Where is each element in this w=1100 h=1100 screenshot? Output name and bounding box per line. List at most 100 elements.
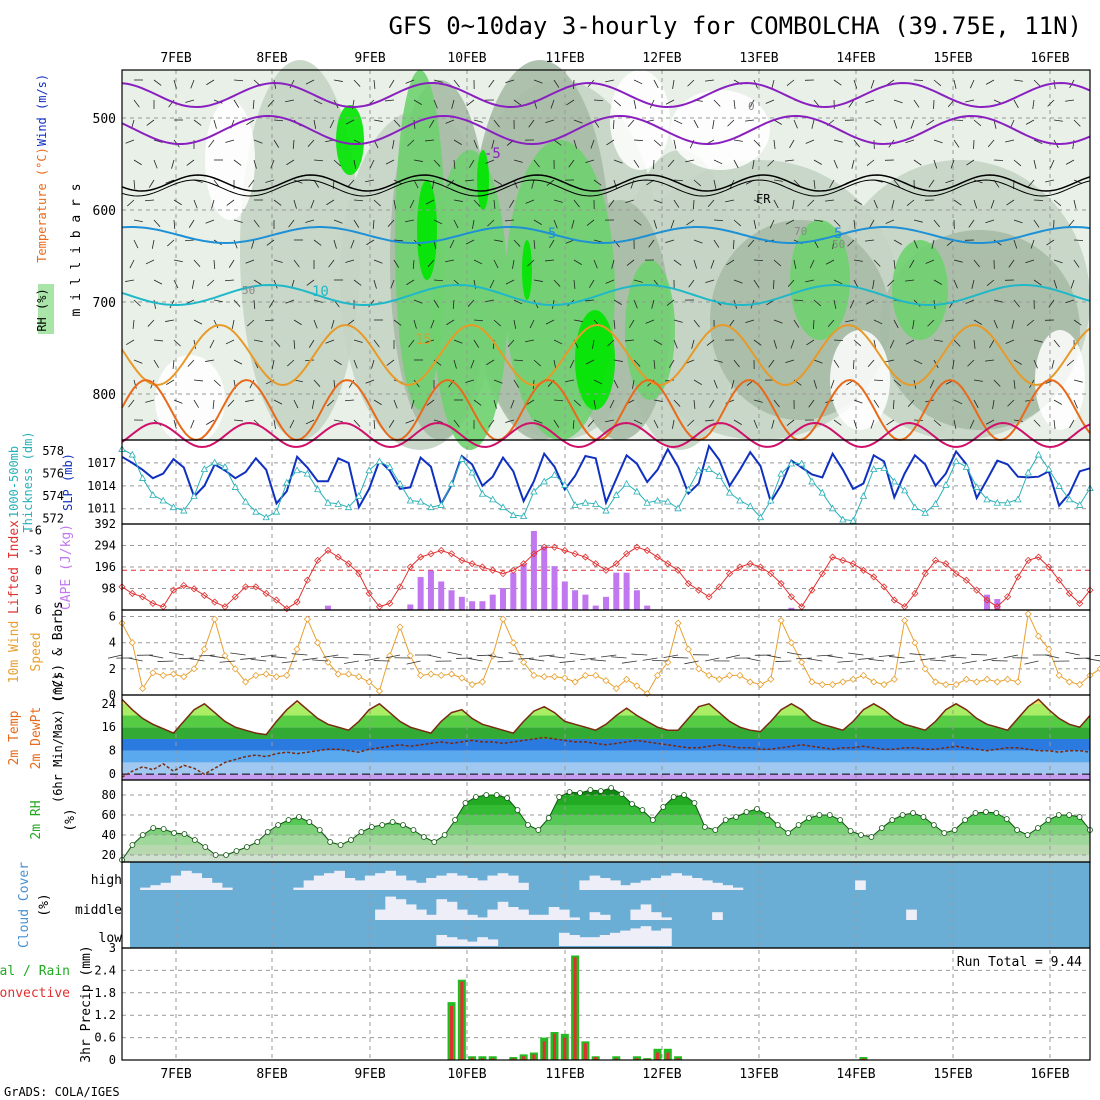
- cape-bar: [407, 604, 414, 610]
- ylabel-temp: Temperature (°C): [35, 147, 49, 263]
- thickness-point: [643, 498, 651, 506]
- wind-barb: [332, 656, 349, 659]
- wind-barb: [889, 656, 905, 659]
- upper-wind-barb: [533, 279, 543, 282]
- lifted-index-point: [746, 560, 754, 568]
- upper-wind-barb: [425, 199, 435, 205]
- thickness-point: [571, 501, 579, 508]
- thickness-point: [818, 488, 826, 496]
- upper-wind-barb: [146, 119, 155, 126]
- upper-wind-barb: [633, 99, 637, 109]
- upper-wind-barb: [593, 239, 603, 243]
- wind-speed-point: [581, 671, 589, 679]
- upper-wind-barb: [173, 219, 176, 230]
- wind-barb: [323, 654, 339, 658]
- wind-barb: [827, 655, 843, 659]
- rh-point: [139, 832, 146, 838]
- upper-wind-barb: [1013, 379, 1016, 389]
- upper-wind-barb: [753, 399, 763, 403]
- upper-wind-barb: [953, 279, 958, 289]
- upper-wind-barb: [406, 279, 415, 286]
- upper-wind-barb: [525, 199, 535, 204]
- wind-barb: [488, 655, 504, 659]
- cape-bar: [427, 570, 434, 610]
- lifted-index-point: [314, 556, 322, 564]
- wind-speed-point: [509, 639, 517, 647]
- lifted-index-point: [468, 560, 476, 568]
- rh-point: [837, 817, 844, 823]
- upper-wind-barb: [693, 239, 703, 244]
- contour-label: 50: [242, 284, 255, 297]
- thickness-point: [1065, 495, 1074, 503]
- upper-wind-barb: [373, 399, 382, 406]
- upper-wind-barb: [513, 179, 518, 189]
- upper-wind-barb: [513, 299, 523, 305]
- upper-wind-barb: [433, 299, 440, 308]
- lifted-index-point: [540, 543, 548, 551]
- wind-barb: [518, 657, 534, 660]
- upper-wind-barb: [153, 279, 163, 285]
- upper-wind-barb: [313, 179, 320, 188]
- rh-point: [754, 806, 760, 812]
- upper-wind-barb: [184, 239, 195, 242]
- wind-speed-point: [798, 658, 806, 666]
- lifted-index-point: [962, 576, 970, 584]
- upper-wind-barb: [433, 99, 438, 109]
- upper-wind-barb: [153, 79, 162, 86]
- upper-wind-barb: [566, 99, 575, 106]
- lifted-index-point: [283, 605, 291, 613]
- upper-wind-barb: [733, 139, 743, 142]
- upper-wind-barb: [709, 399, 715, 408]
- mb-tick-label: 500: [93, 112, 116, 127]
- upper-wind-barb: [253, 139, 263, 144]
- upper-wind-barb: [769, 219, 775, 229]
- upper-wind-barb: [733, 99, 736, 109]
- upper-wind-barb: [990, 199, 995, 209]
- upper-wind-barb: [753, 199, 763, 205]
- upper-wind-barb: [753, 279, 760, 288]
- wind-speed-point: [756, 680, 765, 689]
- upper-wind-barb: [528, 119, 535, 128]
- upper-wind-barb: [1005, 139, 1015, 143]
- rh-point: [202, 844, 209, 850]
- upper-wind-barb: [926, 119, 935, 126]
- rh-contour-area: [575, 310, 615, 410]
- upper-wind-barb: [891, 199, 895, 209]
- upper-wind-barb: [573, 279, 576, 289]
- upper-wind-barb: [488, 419, 495, 428]
- cloud-cover-bar: [446, 901, 458, 920]
- precip-conv-bar: [511, 1058, 515, 1060]
- upper-wind-barb: [1013, 219, 1023, 224]
- date-label-top: 16FEB: [1030, 51, 1069, 66]
- upper-wind-barb: [412, 259, 415, 270]
- thickness-point: [952, 457, 960, 465]
- wind-speed-point: [417, 671, 425, 679]
- thickness-point: [767, 496, 775, 504]
- cape-bar: [500, 588, 507, 610]
- rh-point: [327, 839, 334, 845]
- upper-wind-barb: [345, 259, 355, 263]
- lifted-index-point: [324, 546, 332, 555]
- cloud-cover-bar: [303, 880, 315, 890]
- upper-wind-barb: [1053, 399, 1062, 405]
- cloud-cover-bar: [630, 928, 642, 946]
- wind-speed-point: [375, 687, 384, 695]
- wind-speed-point: [890, 675, 898, 683]
- upper-wind-barb: [771, 79, 775, 89]
- rh-point: [337, 842, 344, 848]
- upper-wind-barb: [288, 219, 295, 228]
- wind-speed-point: [520, 658, 528, 666]
- cloud-cover-bar: [446, 937, 458, 946]
- upper-wind-barb: [225, 139, 235, 143]
- wind-barb: [467, 657, 483, 662]
- upper-wind-barb: [193, 319, 203, 325]
- precip-conv-bar: [573, 957, 577, 1060]
- upper-wind-barb: [513, 319, 517, 329]
- upper-wind-barb: [371, 359, 375, 369]
- upper-wind-barb: [1033, 279, 1042, 286]
- wind-speed-point: [396, 623, 404, 631]
- precip-conv-bar: [532, 1054, 536, 1060]
- lifted-index-point: [344, 560, 353, 568]
- upper-wind-barb: [453, 359, 457, 369]
- upper-wind-barb: [590, 139, 595, 149]
